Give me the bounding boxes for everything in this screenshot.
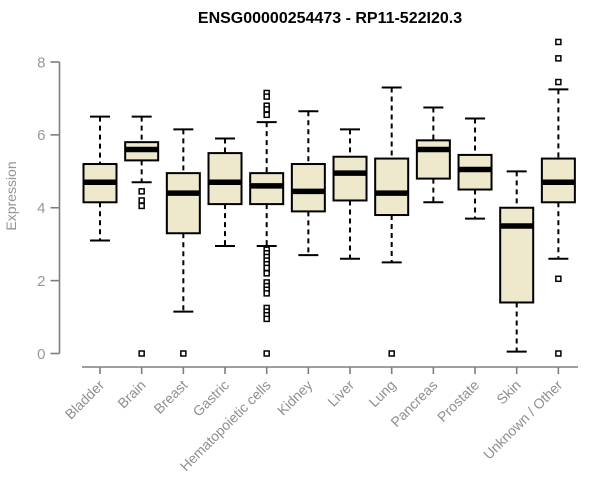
x-tick-label-brain: Brain: [114, 377, 148, 411]
outlier-point: [138, 202, 145, 210]
outlier-point: [138, 197, 145, 204]
box-rect: [290, 163, 326, 213]
outlier-point: [555, 38, 562, 46]
x-tick-label-liver: Liver: [324, 377, 357, 410]
outlier-point: [138, 188, 145, 195]
x-tick-label-bladder: Bladder: [62, 377, 108, 423]
y-tick-label-8: 8: [37, 54, 45, 71]
y-tick-label-4: 4: [37, 200, 45, 217]
boxplot-kidney: [290, 110, 326, 257]
box-rect: [332, 155, 368, 202]
x-tick-label-prostate: Prostate: [434, 377, 482, 425]
outlier-point: [138, 350, 145, 357]
y-tick-label-0: 0: [37, 346, 45, 363]
boxplot-bladder: [82, 115, 118, 242]
outlier-point: [555, 350, 562, 357]
chart-title: ENSG00000254473 - RP11-522I20.3: [198, 10, 462, 27]
outlier-point: [263, 290, 270, 297]
boxplot-brain: [124, 115, 160, 357]
x-tick-label-lung: Lung: [365, 377, 398, 410]
boxplot-lung: [374, 86, 410, 357]
x-tick-label-skin: Skin: [493, 377, 524, 408]
box-rect: [207, 152, 243, 206]
boxplot-hematopoietic-cells: [249, 89, 285, 357]
boxplot-liver: [332, 128, 368, 260]
outlier-point: [263, 350, 270, 357]
outlier-point: [555, 55, 562, 62]
y-tick-label-6: 6: [37, 127, 45, 144]
boxplot-breast: [165, 128, 201, 357]
x-tick-label-unknown-other: Unknown / Other: [480, 377, 566, 463]
outlier-point: [263, 106, 270, 113]
outlier-point: [263, 264, 270, 272]
box-rect: [499, 206, 535, 304]
outlier-point: [263, 93, 270, 100]
outlier-point: [263, 270, 270, 277]
x-tick-label-breast: Breast: [151, 377, 191, 417]
boxplot-pancreas: [415, 106, 451, 204]
boxplot-unknown-other: [540, 38, 576, 357]
outlier-point: [555, 275, 562, 283]
boxplot-gastric: [207, 137, 243, 248]
boxplot-skin: [499, 170, 535, 353]
outlier-point: [555, 78, 562, 86]
box-rect: [374, 157, 410, 217]
outlier-point: [180, 350, 187, 357]
y-axis-label: Expression: [3, 161, 19, 230]
outlier-point: [263, 315, 270, 323]
box-rect: [415, 139, 451, 180]
x-tick-label-kidney: Kidney: [274, 377, 316, 419]
outlier-point: [263, 111, 270, 119]
outlier-point: [388, 350, 395, 357]
boxplot-prostate: [457, 117, 493, 220]
y-tick-label-2: 2: [37, 273, 45, 290]
box-rect: [165, 172, 201, 235]
